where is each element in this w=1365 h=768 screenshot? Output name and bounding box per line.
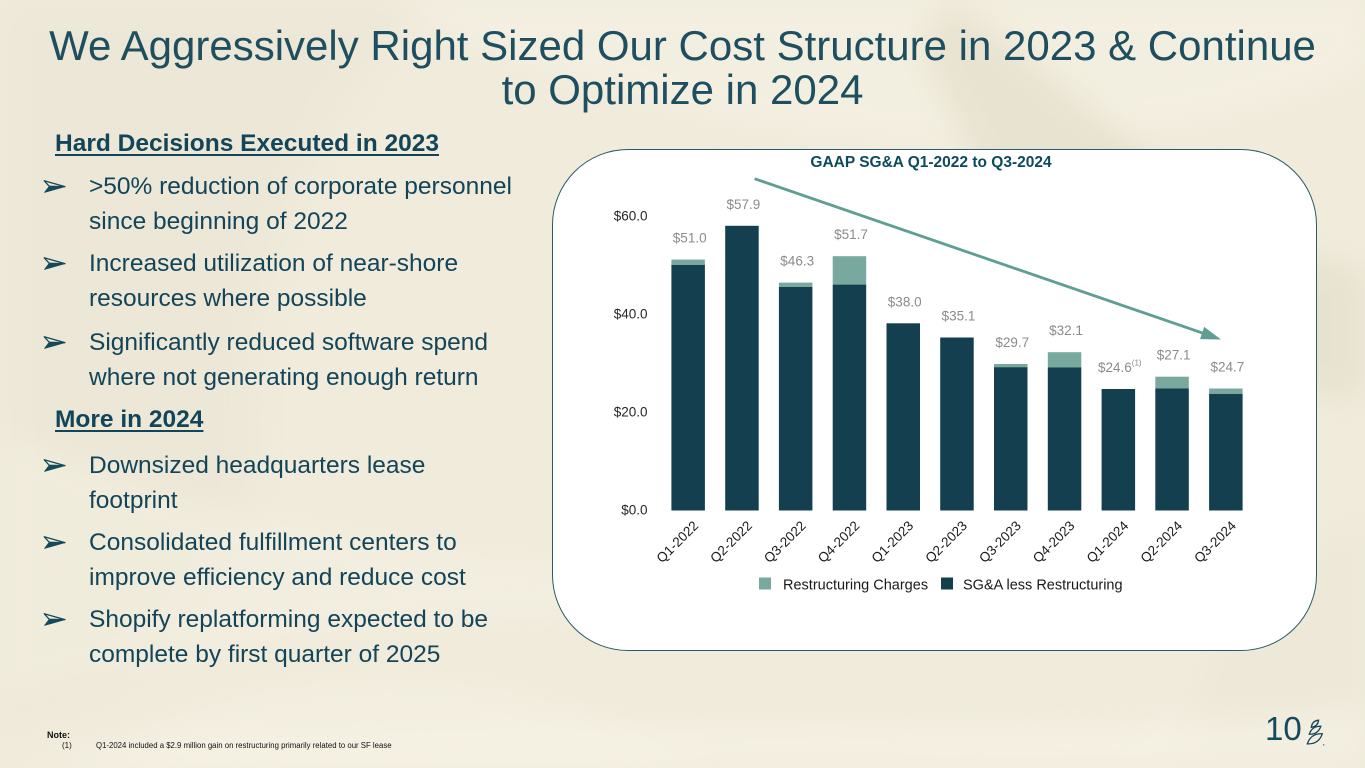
svg-text:Q3-2023: Q3-2023 [976,518,1024,566]
svg-text:$60.0: $60.0 [614,208,648,223]
svg-text:$29.7: $29.7 [995,335,1029,350]
svg-text:Q4-2022: Q4-2022 [815,518,863,566]
svg-text:$24.7: $24.7 [1211,360,1245,375]
svg-text:$27.1: $27.1 [1157,348,1191,363]
svg-text:Q4-2023: Q4-2023 [1030,518,1078,566]
svg-text:Q1-2022: Q1-2022 [654,518,702,566]
svg-text:$40.0: $40.0 [614,306,648,321]
svg-text:$46.3: $46.3 [780,254,814,269]
svg-text:$51.7: $51.7 [834,227,868,242]
svg-text:$32.1: $32.1 [1049,323,1083,338]
svg-text:Q1-2023: Q1-2023 [869,518,917,566]
svg-text:$51.0: $51.0 [673,231,707,246]
svg-text:SG&A less Restructuring: SG&A less Restructuring [963,577,1123,593]
svg-text:$35.1: $35.1 [942,309,976,324]
svg-text:Restructuring Charges: Restructuring Charges [783,577,928,593]
svg-text:Q1-2024: Q1-2024 [1084,518,1132,566]
svg-text:$57.9: $57.9 [727,197,761,212]
svg-text:Q3-2022: Q3-2022 [761,518,809,566]
svg-text:$24.6(1): $24.6(1) [1098,359,1142,376]
svg-text:Q2-2024: Q2-2024 [1137,518,1185,566]
svg-text:$0.0: $0.0 [621,502,647,517]
svg-text:$20.0: $20.0 [614,404,648,419]
svg-text:Q2-2022: Q2-2022 [707,518,755,566]
svg-text:$38.0: $38.0 [888,294,922,309]
svg-text:GAAP SG&A Q1-2022 to Q3-2024: GAAP SG&A Q1-2022 to Q3-2024 [810,154,1052,171]
svg-text:Q3-2024: Q3-2024 [1191,518,1239,566]
svg-text:Q2-2023: Q2-2023 [922,518,970,566]
